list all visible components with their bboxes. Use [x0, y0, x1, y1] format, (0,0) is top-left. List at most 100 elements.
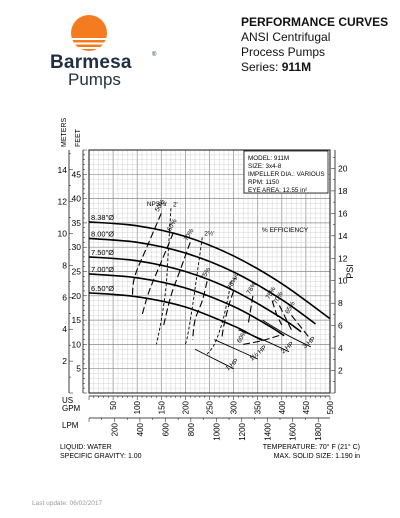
gpm-tick-label: 350 — [254, 400, 263, 414]
footer-liquid: LIQUID: WATER — [60, 444, 112, 451]
brand-logo: Barmesa ® Pumps — [40, 8, 156, 89]
npshr-title: NPSHr — [147, 201, 168, 208]
npshr-curve — [184, 237, 203, 345]
gpm-tick-label: 200 — [181, 400, 190, 414]
lpm-tick-label: 400 — [136, 422, 145, 436]
head-curve-label: 7.00"Ø — [91, 265, 114, 274]
npshr-label: 2½' — [204, 229, 214, 237]
efficiency-label: 75% — [200, 266, 213, 281]
efficiency-contour — [291, 314, 312, 340]
brand-name: Barmesa — [50, 52, 132, 73]
feet-tick-label: 35 — [72, 218, 82, 228]
head-curve-label: 6.50"Ø — [91, 284, 114, 293]
meters-tick-label: 10 — [58, 229, 68, 239]
hp-curve — [194, 348, 234, 370]
brand-subtitle: Pumps — [68, 70, 121, 89]
feet-tick-label: 30 — [72, 242, 82, 252]
psi-tick-label: 12 — [338, 253, 348, 263]
gpm-tick-label: 500 — [326, 400, 335, 414]
gpm-tick-label: 50 — [109, 400, 118, 409]
lpm-tick-label: 1200 — [238, 422, 247, 440]
hp-curve — [214, 339, 258, 360]
footer-temperature: TEMPERATURE: 70° F (21° C) — [263, 443, 360, 451]
npshr-curve — [156, 208, 172, 345]
lpm-tick-label: 1600 — [289, 422, 298, 440]
series-label: Series: — [241, 60, 279, 74]
meters-tick-label: 12 — [58, 197, 68, 207]
info-box: MODEL: 911M SIZE: 3x4-8 IMPELLER DIA.: V… — [243, 150, 329, 194]
feet-tick-label: 40 — [72, 194, 82, 204]
efficiency-label: 76% — [246, 281, 259, 296]
info-rpm: RPM: 1150 — [248, 179, 280, 186]
registered-mark: ® — [152, 52, 157, 58]
title-block: PERFORMANCE CURVES ANSI Centrifugal Proc… — [241, 14, 391, 75]
psi-tick-label: 4 — [338, 343, 343, 353]
efficiency-contour — [131, 212, 162, 296]
lpm-tick-label: 1400 — [263, 422, 272, 440]
lpm-tick-label: 200 — [110, 422, 119, 436]
psi-tick-label: 8 — [338, 298, 343, 308]
feet-tick-label: 25 — [72, 267, 82, 277]
gpm-tick-label: 300 — [230, 400, 239, 414]
usgpm-axis-label-gpm: GPM — [62, 404, 81, 413]
psi-tick-label: 10 — [338, 276, 348, 286]
npshr-label: 2' — [173, 201, 178, 208]
chart-curves — [88, 208, 331, 370]
hp-curve — [238, 329, 290, 353]
sun-logo-icon — [71, 15, 107, 51]
gpm-tick-label: 450 — [302, 400, 311, 414]
title-line-2: Process Pumps — [241, 45, 326, 59]
efficiency-contour — [221, 290, 235, 340]
efficiency-contour — [163, 242, 191, 326]
psi-tick-label: 6 — [338, 321, 343, 331]
info-eye-area: EYE AREA: 12.55 in² — [248, 187, 307, 194]
psi-tick-label: 16 — [338, 208, 348, 218]
plot-frame — [88, 149, 331, 394]
feet-tick-label: 5 — [76, 364, 81, 374]
efficiency-contour — [141, 232, 174, 316]
psi-tick-label: 18 — [338, 186, 348, 196]
info-impeller: IMPELLER DIA.: VARIOUS — [248, 171, 325, 178]
npshr-curve — [206, 281, 232, 355]
lpm-tick-label: 1000 — [212, 422, 221, 440]
npshr-label: 3' — [233, 274, 238, 281]
chart-axes — [68, 149, 336, 422]
psi-tick-label: 2 — [338, 366, 343, 376]
efficiency-contour — [271, 300, 283, 326]
efficiency-contour — [278, 305, 292, 331]
efficiency-contour — [247, 295, 254, 326]
meters-tick-label: 14 — [58, 165, 68, 175]
meters-tick-label: 8 — [62, 260, 67, 270]
last-update: Last update: 06/02/2017 — [32, 500, 103, 507]
gpm-tick-label: 250 — [206, 400, 215, 414]
series-line: Series: 911M — [241, 60, 391, 75]
title-line-1: ANSI Centrifugal — [241, 30, 331, 44]
info-model: MODEL: 911M — [248, 155, 289, 162]
head-curve-label: 8.00"Ø — [91, 229, 114, 238]
usgpm-axis-label-us: US — [62, 396, 73, 405]
lpm-axis-label: LPM — [62, 421, 79, 430]
feet-tick-label: 45 — [72, 169, 82, 179]
meters-axis-label: METERS — [61, 118, 68, 148]
gpm-tick-label: 400 — [278, 400, 287, 414]
meters-tick-label: 6 — [62, 292, 67, 302]
head-curve — [88, 256, 302, 333]
hp-label: 1 HP — [224, 358, 240, 373]
hp-label: 3 HP — [302, 336, 318, 351]
footer-gravity: SPECIFIC GRAVITY: 1.00 — [60, 453, 142, 460]
psi-tick-label: 14 — [338, 231, 348, 241]
head-curve — [88, 237, 317, 325]
psi-axis-label: PSI — [345, 264, 355, 279]
gpm-tick-label: 150 — [157, 400, 166, 414]
hp-label: 2 HP — [280, 341, 296, 356]
efficiency-contour — [243, 334, 282, 345]
series-model: 911M — [281, 60, 312, 74]
lpm-tick-label: 1800 — [314, 422, 323, 440]
feet-tick-label: 15 — [72, 315, 82, 325]
footer-solid-size: MAX. SOLID SIZE: 1.190 in — [274, 453, 360, 460]
efficiency-label: 60% — [166, 218, 179, 233]
meters-tick-label: 2 — [62, 356, 67, 366]
head-curve — [88, 221, 331, 320]
page-title: PERFORMANCE CURVES — [241, 15, 389, 29]
